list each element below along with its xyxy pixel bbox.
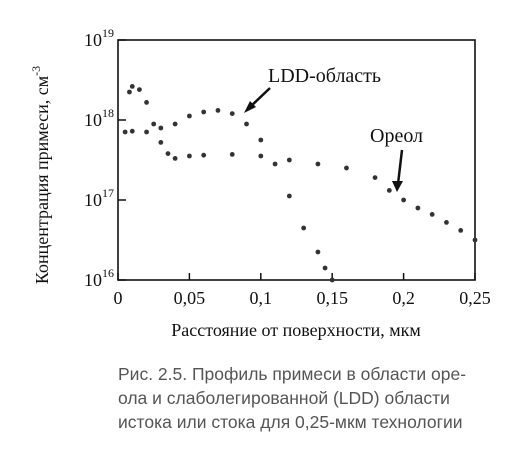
y-tick-exponent: 19 xyxy=(102,26,114,40)
data-point xyxy=(123,130,128,135)
data-point xyxy=(144,130,149,135)
data-point xyxy=(130,129,135,134)
data-point xyxy=(444,220,449,225)
annotation-halo: Ореол xyxy=(370,125,423,147)
y-tick-exponent: 16 xyxy=(102,266,114,280)
data-point xyxy=(273,162,278,167)
data-point xyxy=(316,250,321,255)
x-tick-label: 0,15 xyxy=(316,288,348,308)
data-point xyxy=(201,110,206,115)
data-point xyxy=(330,278,335,283)
y-tick-exponent: 17 xyxy=(102,186,114,200)
y-tick-label: 1016 xyxy=(84,266,114,290)
data-point xyxy=(244,122,249,127)
data-point xyxy=(415,206,420,211)
data-point xyxy=(473,238,478,243)
y-tick-label: 1017 xyxy=(84,186,114,210)
data-point xyxy=(151,122,156,127)
data-point xyxy=(230,111,235,116)
y-tick-label: 1018 xyxy=(84,106,114,130)
caption-line: истока или стока для 0,25-мкм технологии xyxy=(118,410,498,434)
y-axis-label-exponent: -3 xyxy=(29,66,43,76)
caption-line: ола и слаболегированной (LDD) области xyxy=(118,386,498,410)
data-point xyxy=(144,100,149,105)
y-tick-exponent: 18 xyxy=(102,106,114,120)
annotation-ldd: LDD-область xyxy=(268,65,381,87)
data-point xyxy=(201,153,206,158)
y-tick-base: 10 xyxy=(84,270,102,290)
y-axis-label-text: Концентрация примеси, см xyxy=(32,76,52,284)
data-point xyxy=(130,84,135,89)
x-tick-label: 0,1 xyxy=(250,288,273,308)
data-point xyxy=(216,108,221,113)
data-point xyxy=(430,212,435,217)
annotation-halo-arrow xyxy=(398,150,402,184)
y-tick-base: 10 xyxy=(84,30,102,50)
figure-caption: Рис. 2.5. Профиль примеси в области оре-… xyxy=(118,362,498,434)
data-point xyxy=(166,151,171,156)
data-point xyxy=(137,87,142,92)
data-point xyxy=(316,162,321,167)
x-tick-label: 0,05 xyxy=(174,288,206,308)
data-point xyxy=(230,152,235,157)
data-point xyxy=(173,122,178,127)
x-tick-label: 0 xyxy=(114,288,123,308)
y-tick-base: 10 xyxy=(84,190,102,210)
y-tick-label: 1019 xyxy=(84,26,114,50)
series-layer xyxy=(123,84,478,282)
x-axis-ticks: 0 0,05 0,1 0,15 0,2 0,25 xyxy=(114,273,491,308)
data-point xyxy=(127,90,132,95)
data-point xyxy=(287,158,292,163)
x-tick-label: 0,25 xyxy=(459,288,491,308)
data-point xyxy=(401,198,406,203)
data-point xyxy=(258,154,263,159)
series-halo xyxy=(127,84,477,242)
y-tick-base: 10 xyxy=(84,110,102,130)
data-point xyxy=(258,138,263,143)
data-point xyxy=(323,266,328,271)
data-point xyxy=(458,228,463,233)
data-point xyxy=(158,126,163,131)
data-point xyxy=(373,175,378,180)
x-axis-label: Расстояние от поверхности, мкм xyxy=(171,320,421,340)
x-tick-label: 0,2 xyxy=(392,288,415,308)
data-point xyxy=(173,156,178,161)
data-point xyxy=(187,114,192,119)
caption-line: Рис. 2.5. Профиль примеси в области оре- xyxy=(118,362,498,386)
data-point xyxy=(301,226,306,231)
y-axis-label: Концентрация примеси, см-3 xyxy=(29,66,52,284)
data-point xyxy=(158,140,163,145)
data-point xyxy=(387,188,392,193)
series-ldd xyxy=(123,108,335,282)
annotation-halo-arrowhead xyxy=(392,181,403,192)
data-point xyxy=(287,194,292,199)
data-point xyxy=(187,154,192,159)
data-point xyxy=(344,166,349,171)
